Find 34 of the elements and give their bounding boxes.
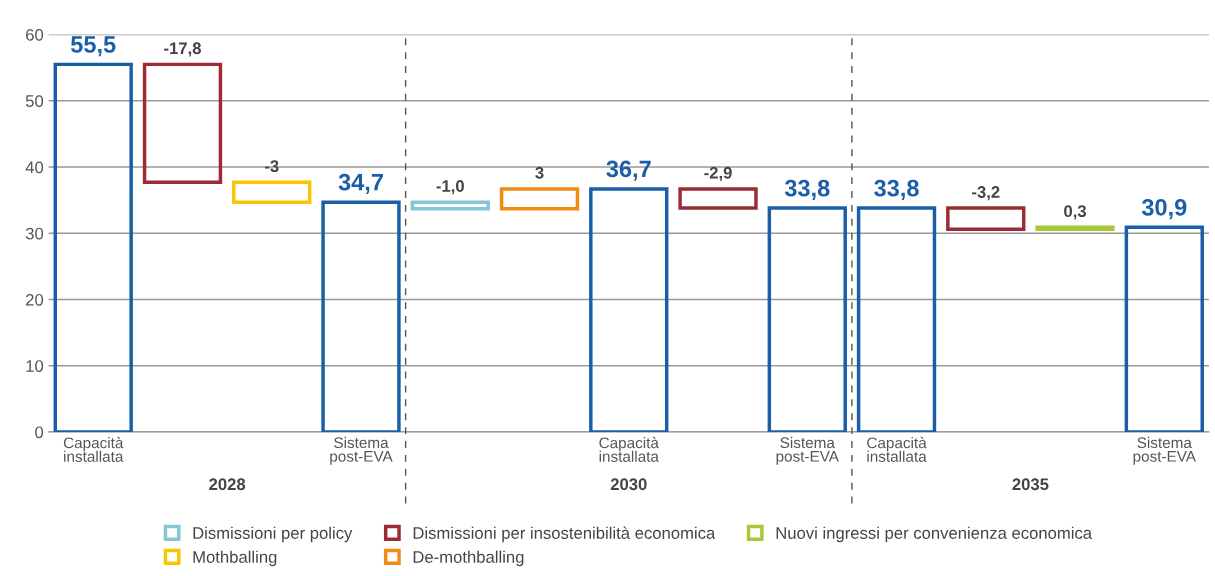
data-label: 3 xyxy=(535,166,544,179)
x-tick-label: Sistema post-EVA xyxy=(776,436,839,465)
y-tick-label: 30 xyxy=(25,227,44,240)
legend-label: De-mothballing xyxy=(413,550,524,567)
y-tick-label: 20 xyxy=(26,293,44,306)
data-label: -1,0 xyxy=(436,180,464,195)
data-label: -2,9 xyxy=(704,166,732,182)
y-tick-label: 40 xyxy=(25,161,44,174)
data-label: 33,8 xyxy=(784,179,830,200)
data-label: 30,9 xyxy=(1141,198,1187,220)
x-tick-label: Capacità installata xyxy=(63,436,124,462)
y-tick-label: 50 xyxy=(25,95,44,107)
data-label: -17,8 xyxy=(164,42,201,57)
text: 2035 xyxy=(1012,478,1049,491)
legend-label: Mothballing xyxy=(193,550,277,567)
text: 2030 xyxy=(610,478,647,491)
y-tick-label: 0 xyxy=(35,426,44,439)
text: 2028 xyxy=(209,478,246,491)
legend-label: Dismissioni per insostenibilità economica xyxy=(413,526,716,543)
data-label: 36,7 xyxy=(606,160,651,181)
x-tick-label: Sistema post-EVA xyxy=(330,436,393,465)
data-label: -3,2 xyxy=(972,186,1000,201)
data-label: 34,7 xyxy=(338,173,383,194)
data-label: 55,5 xyxy=(70,36,116,57)
data-label: -3 xyxy=(264,160,279,173)
legend-label: Nuovi ingressi per convenienza economica xyxy=(776,526,1093,543)
x-tick-label: Capacità installata xyxy=(599,436,659,462)
x-tick-label: Capacità installata xyxy=(867,436,927,462)
y-tick-label: 10 xyxy=(26,360,44,372)
legend-label: Dismissioni per policy xyxy=(193,526,353,543)
data-label: 33,8 xyxy=(874,179,919,200)
y-tick-label: 60 xyxy=(26,28,44,41)
data-label: 0,3 xyxy=(1064,205,1087,220)
x-tick-label: Sistema post-EVA xyxy=(1133,436,1196,465)
